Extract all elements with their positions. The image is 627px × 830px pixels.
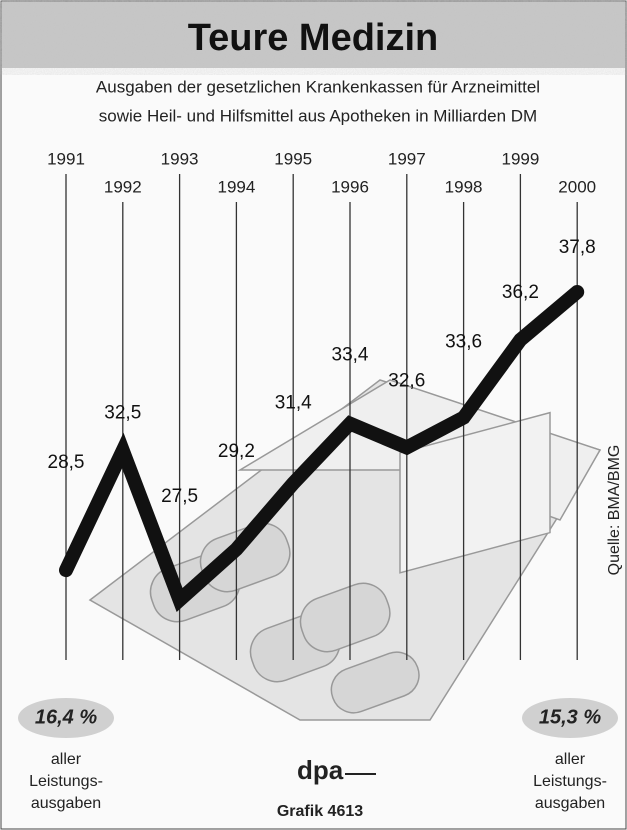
share-note: Leistungs- bbox=[29, 773, 103, 790]
x-tick-label: 1995 bbox=[274, 149, 312, 168]
x-tick-label: 1991 bbox=[47, 149, 85, 168]
chart-title: Teure Medizin bbox=[188, 17, 439, 59]
value-label: 28,5 bbox=[48, 452, 85, 473]
credit: dpa bbox=[297, 755, 344, 785]
value-label: 32,5 bbox=[104, 403, 141, 424]
value-label: 36,2 bbox=[502, 282, 539, 303]
subtitle: sowie Heil- und Hilfsmittel aus Apotheke… bbox=[99, 106, 537, 125]
value-label: 33,4 bbox=[332, 345, 369, 366]
source: Quelle: BMA/BMG bbox=[606, 445, 623, 576]
x-tick-label: 1992 bbox=[104, 177, 142, 196]
x-tick-label: 1999 bbox=[501, 149, 539, 168]
share-note: ausgaben bbox=[535, 795, 605, 812]
chart: Teure Medizin Ausgaben der gesetzlichen … bbox=[0, 0, 627, 830]
share-note: Leistungs- bbox=[533, 773, 607, 790]
subtitle: Ausgaben der gesetzlichen Krankenkassen … bbox=[96, 77, 540, 96]
value-label: 32,6 bbox=[388, 371, 425, 392]
share: 15,3 % bbox=[539, 706, 601, 728]
x-tick-label: 1996 bbox=[331, 177, 369, 196]
value-label: 29,2 bbox=[218, 441, 255, 462]
x-tick-label: 1993 bbox=[161, 149, 199, 168]
value-label: 33,6 bbox=[445, 332, 482, 353]
x-tick-label: 1997 bbox=[388, 149, 426, 168]
x-tick-label: 1994 bbox=[217, 177, 255, 196]
value-label: 27,5 bbox=[161, 486, 198, 507]
value-label: 37,8 bbox=[559, 237, 596, 258]
share-note: aller bbox=[51, 751, 82, 768]
x-tick-label: 2000 bbox=[558, 177, 596, 196]
share: 16,4 % bbox=[35, 706, 97, 728]
graphic-id: Grafik 4613 bbox=[277, 803, 363, 820]
share-note: aller bbox=[555, 751, 586, 768]
x-tick-label: 1998 bbox=[445, 177, 483, 196]
value-label: 31,4 bbox=[275, 392, 312, 413]
share-note: ausgaben bbox=[31, 795, 101, 812]
